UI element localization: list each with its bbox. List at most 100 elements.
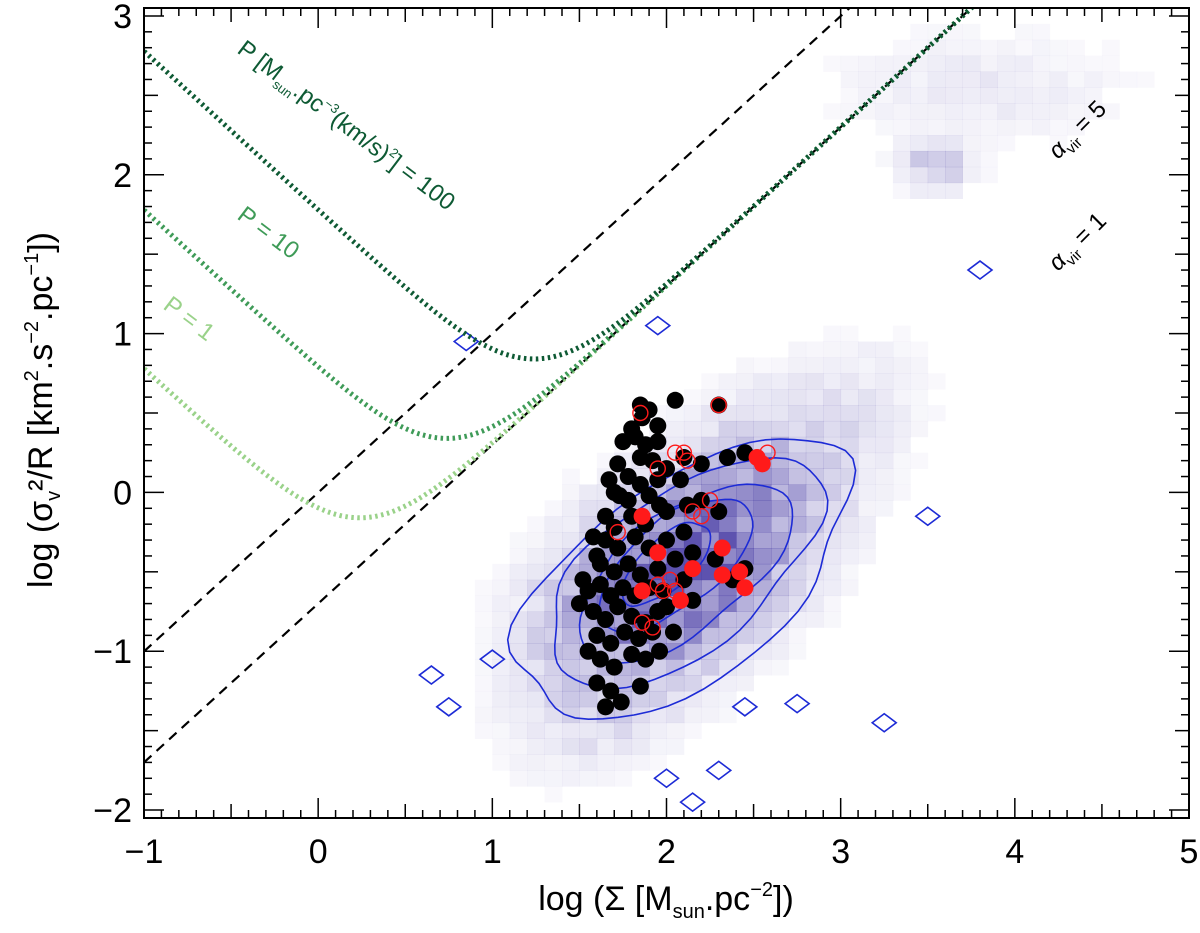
- density-cell: [1032, 39, 1051, 57]
- density-cell: [596, 722, 615, 739]
- density-cell: [509, 611, 528, 628]
- density-cell: [509, 563, 528, 581]
- density-cell: [509, 722, 528, 739]
- density-cell: [962, 135, 981, 152]
- density-cell: [614, 754, 633, 771]
- density-cell: [718, 675, 737, 692]
- density-cell: [788, 357, 807, 374]
- density-cell: [562, 770, 580, 787]
- density-cell: [771, 643, 789, 660]
- density-cell: [509, 690, 528, 708]
- density-cell: [962, 39, 981, 57]
- density-cell: [509, 532, 528, 549]
- density-cell: [492, 690, 511, 708]
- density-cell: [892, 420, 911, 438]
- density-cell: [718, 516, 737, 533]
- density-cell: [492, 659, 511, 676]
- density-cell: [736, 643, 754, 660]
- density-cell: [527, 690, 545, 708]
- contour-island: [435, 696, 463, 717]
- contour-island: [679, 792, 706, 813]
- density-cell: [614, 722, 633, 739]
- black-point: [623, 607, 641, 625]
- contour-ring: [621, 521, 712, 608]
- black-point: [710, 502, 728, 520]
- density-cell: [771, 500, 789, 517]
- density-cell: [805, 484, 824, 501]
- density-cell: [527, 595, 545, 612]
- density-cell: [927, 103, 946, 120]
- density-cell: [1119, 71, 1138, 88]
- red-open-point: [654, 582, 672, 600]
- density-cell: [805, 452, 824, 469]
- density-cell: [736, 484, 754, 501]
- black-point: [654, 582, 672, 600]
- density-cell: [562, 722, 580, 739]
- density-cell: [1049, 55, 1068, 72]
- density-cell: [997, 135, 1016, 152]
- black-point: [649, 433, 667, 451]
- black-point: [591, 576, 609, 594]
- density-cell: [823, 373, 842, 390]
- density-cell: [788, 484, 807, 501]
- density-cell: [823, 389, 842, 406]
- density-cell: [875, 389, 894, 406]
- density-cell: [771, 659, 789, 676]
- density-cell: [562, 469, 580, 485]
- density-cell: [771, 420, 789, 438]
- red-filled-point: [649, 544, 667, 562]
- density-cell: [1032, 23, 1051, 41]
- density-cell: [805, 579, 824, 597]
- density-cell: [892, 452, 911, 469]
- density-cell: [823, 357, 842, 374]
- density-cell: [527, 611, 545, 628]
- density-cell: [1049, 71, 1068, 88]
- black-point: [623, 645, 641, 663]
- density-cell: [945, 135, 963, 152]
- density-cell: [840, 563, 859, 581]
- density-cell: [927, 150, 946, 168]
- density-cell: [718, 659, 737, 676]
- density-cell: [840, 548, 859, 565]
- density-cell: [771, 595, 789, 612]
- black-point: [605, 563, 623, 581]
- density-cell: [579, 738, 598, 755]
- density-cell: [788, 627, 807, 644]
- red-open-point: [675, 444, 693, 461]
- black-point: [605, 658, 623, 676]
- density-cell: [544, 548, 563, 565]
- black-point: [692, 455, 710, 473]
- density-cell: [875, 436, 894, 454]
- density-cell: [754, 357, 772, 373]
- density-cell: [771, 627, 789, 644]
- density-cell: [631, 754, 650, 771]
- density-cell: [562, 516, 580, 533]
- density-cell: [945, 71, 963, 88]
- density-cell: [544, 643, 563, 660]
- density-cell: [805, 436, 824, 454]
- red-filled-point: [713, 566, 731, 584]
- density-cell: [945, 87, 963, 104]
- density-cell: [544, 675, 563, 692]
- density-cell: [562, 548, 580, 565]
- density-cell: [544, 738, 563, 755]
- density-cell: [805, 500, 824, 517]
- density-cell: [892, 357, 911, 374]
- black-point: [631, 677, 649, 695]
- density-cell: [474, 706, 493, 724]
- density-cell: [562, 611, 580, 628]
- density-cell: [823, 103, 841, 119]
- density-cell: [475, 580, 493, 596]
- density-cell: [980, 55, 998, 72]
- density-cell: [596, 754, 615, 771]
- density-cell: [927, 166, 946, 184]
- density-cell: [718, 643, 737, 660]
- density-cell: [527, 627, 545, 644]
- density-cell: [875, 452, 894, 469]
- density-cell: [858, 468, 876, 485]
- density-cell: [545, 786, 563, 802]
- x-tick-label: 5: [1180, 833, 1199, 871]
- density-cell: [823, 563, 842, 581]
- density-cell: [823, 405, 842, 422]
